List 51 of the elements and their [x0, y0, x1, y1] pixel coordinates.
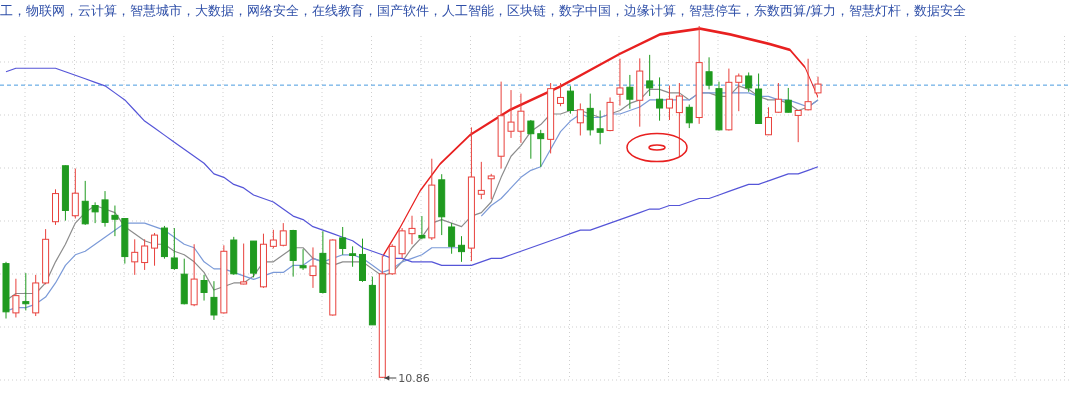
- candlestick: [210, 280, 218, 321]
- candlestick: [626, 74, 634, 110]
- candlestick: [170, 227, 178, 271]
- candlestick: [735, 73, 743, 112]
- candlestick: [665, 84, 673, 121]
- candlestick: [269, 229, 277, 249]
- candlestick: [557, 82, 565, 107]
- candlestick: [705, 56, 713, 90]
- candlestick: [240, 243, 248, 285]
- candlestick: [616, 58, 624, 107]
- candlestick: [656, 76, 664, 122]
- candlestick: [507, 89, 515, 139]
- candlestick: [408, 215, 416, 245]
- candlestick: [22, 272, 30, 311]
- annotation: 10.86: [398, 372, 430, 385]
- candlestick: [576, 102, 584, 136]
- candlestick: [141, 238, 149, 271]
- candlestick: [586, 93, 594, 136]
- candlestick: [794, 109, 802, 143]
- candlestick: [566, 85, 574, 115]
- candlestick: [774, 82, 782, 114]
- candlestick: [804, 58, 812, 111]
- candlestick: [458, 235, 466, 263]
- candlestick: [299, 248, 307, 271]
- candlestick: [477, 161, 485, 200]
- candlestick: [91, 201, 99, 224]
- candlestick: [675, 82, 683, 157]
- candlestick: [398, 227, 406, 259]
- candlestick: [764, 106, 772, 136]
- candlestick: [309, 246, 317, 289]
- candlestick: [111, 205, 119, 237]
- candlestick: [527, 119, 535, 160]
- candlestick: [151, 232, 159, 267]
- candlestick: [339, 226, 347, 256]
- candlestick: [349, 245, 357, 268]
- candlestick: [200, 274, 208, 302]
- candlestick: [81, 180, 89, 226]
- candlestick: [131, 238, 139, 276]
- candlestick: [71, 168, 79, 220]
- candlestick: [596, 109, 604, 145]
- candlestick: [448, 222, 456, 255]
- candlestick: [101, 190, 109, 228]
- candlestick: [517, 93, 525, 144]
- candlestick: [537, 129, 545, 168]
- candlestick: [685, 104, 693, 129]
- candlestick: [646, 54, 654, 97]
- candlestick: [487, 173, 495, 200]
- candlestick: [784, 87, 792, 114]
- candlestick: [12, 278, 20, 318]
- candlestick: [745, 71, 753, 93]
- chart-title: 工，物联网，云计算，智慧城市，大数据，网络安全，在线教育，国产软件，人工智能，区块链，数字中国，边缘计算，智慧停车，东数西算/算力，智慧灯杆，数据安全: [0, 3, 967, 18]
